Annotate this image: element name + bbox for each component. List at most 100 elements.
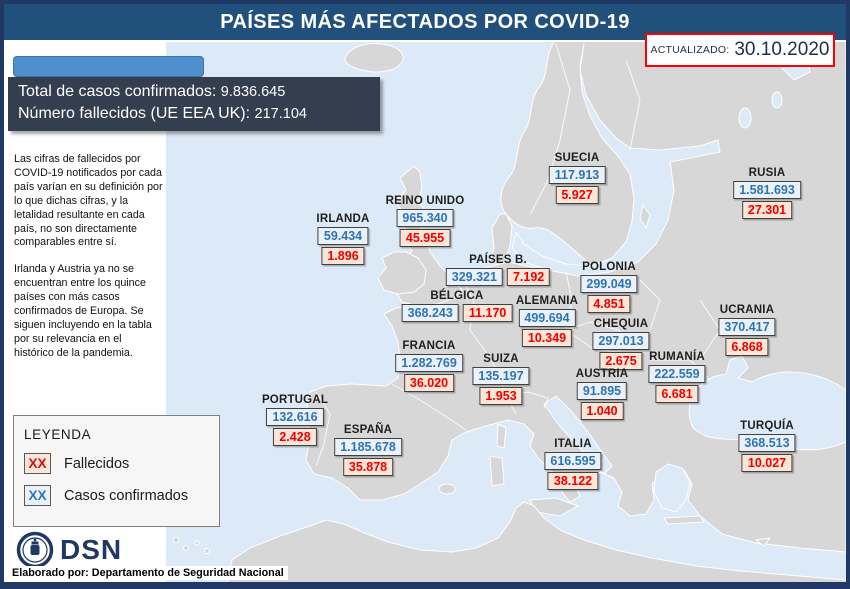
- bottom-navy-bar: [0, 582, 850, 589]
- deaths-box: 36.020: [403, 374, 455, 392]
- land-iceland: [344, 43, 404, 73]
- country-name: IRLANDA: [316, 213, 370, 225]
- confirmed-cases-box: 297.013: [592, 332, 650, 350]
- confirmed-cases-box: 965.340: [396, 209, 454, 227]
- europe-map: [166, 38, 846, 582]
- deaths-box: 10.027: [741, 454, 793, 472]
- country-label-group: ITALIA 616.595 38.122: [544, 438, 602, 490]
- deaths-box: 7.192: [506, 268, 551, 286]
- deaths-box: 1.953: [479, 387, 523, 405]
- deaths-label: Fallecidos: [64, 455, 130, 472]
- credit-text: Elaborado por: Departamento de Seguridad…: [8, 566, 288, 580]
- confirmed-cases-box: 616.595: [544, 452, 602, 470]
- legend-item-deaths: XX Fallecidos: [24, 453, 209, 474]
- value-boxes-row: 329.321 7.192: [445, 268, 551, 286]
- country-label-group: ESPAÑA 1.185.678 35.878: [334, 424, 402, 476]
- total-cases-value: 9.836.645: [220, 84, 286, 100]
- border-portugal: [315, 391, 331, 467]
- dsn-emblem-icon: [16, 531, 54, 569]
- country-name: ESPAÑA: [343, 424, 393, 436]
- updated-date: 30.10.2020: [734, 39, 830, 60]
- deaths-symbol: XX: [24, 453, 51, 474]
- lake-onega: [771, 91, 783, 109]
- value-boxes-row: 368.243 11.170: [401, 304, 513, 322]
- country-label-group: POLONIA 299.049 4.851: [580, 261, 638, 313]
- country-label-group: REINO UNIDO 965.340 45.955: [386, 195, 465, 247]
- border-finland-russia: [625, 59, 641, 151]
- aegean-sea: [653, 463, 691, 513]
- confirmed-cases-box: 329.321: [445, 268, 503, 286]
- confirmed-cases-box: 1.185.678: [334, 438, 402, 456]
- country-label-group: RUMANÍA 222.559 6.681: [648, 351, 706, 403]
- land-island-1: [172, 536, 180, 544]
- dsn-abbr: DSN: [60, 534, 123, 565]
- updated-label: ACTUALIZADO:: [650, 44, 730, 56]
- country-label-group: IRLANDA 59.434 1.896: [316, 213, 369, 265]
- country-name: SUIZA: [483, 353, 519, 365]
- country-label-group: TURQUÍA 368.513 10.027: [738, 420, 796, 472]
- total-deaths-line: Número fallecidos (UE EEA UK): 217.104: [18, 103, 370, 125]
- total-deaths-label: Número fallecidos (UE EEA UK):: [18, 105, 251, 122]
- confirmed-cases-box: 117.913: [548, 166, 606, 184]
- deaths-box: 6.681: [655, 385, 699, 403]
- confirmed-cases-box: 368.513: [738, 434, 796, 452]
- border-pyrenees: [391, 383, 467, 431]
- land-denmark: [489, 213, 513, 263]
- confirmed-cases-box: 499.694: [518, 309, 576, 327]
- confirmed-label: Casos confirmados: [64, 487, 189, 504]
- page-title: PAÍSES MÁS AFECTADOS POR COVID-19: [220, 10, 630, 33]
- country-name: FRANCIA: [402, 340, 456, 352]
- confirmed-cases-box: 370.417: [718, 318, 776, 336]
- confirmed-cases-box: 91.895: [576, 382, 628, 400]
- confirmed-cases-box: 368.243: [401, 304, 459, 322]
- note-paragraph-1: Las cifras de fallecidos por COVID-19 no…: [14, 153, 163, 249]
- confirmed-cases-box: 1.282.769: [395, 354, 463, 372]
- country-name: AUSTRIA: [575, 368, 629, 380]
- land-corsica: [496, 423, 507, 449]
- confirmed-cases-box: 135.197: [472, 367, 530, 385]
- confirmed-cases-box: 222.559: [648, 365, 706, 383]
- land-cyprus: [755, 537, 771, 547]
- total-cases-line: Total de casos confirmados: 9.836.645: [18, 81, 370, 103]
- deaths-box: 4.851: [587, 295, 631, 313]
- country-label-group: SUIZA 135.197 1.953: [472, 353, 530, 405]
- country-label-group: UCRANIA 370.417 6.868: [718, 304, 776, 356]
- confirmed-cases-box: 1.581.693: [733, 181, 801, 199]
- land-sardinia: [489, 455, 505, 487]
- country-name: CHEQUIA: [593, 318, 649, 330]
- country-label-group: CHEQUIA 297.013 2.675: [592, 318, 650, 370]
- confirmed-cases-box: 59.434: [317, 227, 369, 245]
- deaths-box: 2.428: [273, 428, 317, 446]
- legend-title: LEYENDA: [24, 427, 92, 442]
- dsn-logo: DSN: [16, 531, 122, 569]
- land-island-2: [183, 545, 189, 551]
- deaths-box: 2.675: [599, 352, 643, 370]
- land-north-africa: [226, 501, 846, 582]
- country-name: UCRANIA: [719, 304, 775, 316]
- country-label-group: BÉLGICA 368.243 11.170: [401, 290, 513, 322]
- deaths-box: 5.927: [555, 186, 599, 204]
- country-name: ALEMANIA: [515, 295, 579, 307]
- legend-box: LEYENDA XX Fallecidos XX Casos confirmad…: [13, 415, 220, 527]
- deaths-box: 27.301: [741, 201, 793, 219]
- country-name: REINO UNIDO: [385, 195, 465, 207]
- note-paragraph-2: Irlanda y Austria ya no se encuentran en…: [14, 263, 152, 359]
- deaths-box: 35.878: [342, 458, 394, 476]
- country-label-group: RUSIA 1.581.693 27.301: [733, 167, 801, 219]
- deaths-box: 1.896: [321, 247, 365, 265]
- country-label-group: PAÍSES B. 329.321 7.192: [445, 254, 551, 286]
- country-name: TURQUÍA: [740, 420, 794, 432]
- confirmed-cases-box: 132.616: [266, 408, 324, 426]
- confirmed-cases-box: 299.049: [580, 275, 638, 293]
- country-name: PAÍSES B.: [469, 254, 527, 266]
- country-name: RUMANÍA: [649, 351, 705, 363]
- deaths-box: 10.349: [521, 329, 573, 347]
- land-crete: [663, 515, 705, 525]
- total-deaths-value: 217.104: [254, 106, 307, 122]
- blue-accent-bar: [13, 56, 204, 77]
- country-label-group: AUSTRIA 91.895 1.040: [576, 368, 629, 420]
- land-island-3: [194, 540, 200, 546]
- country-name: SUECIA: [554, 152, 600, 164]
- country-name: ITALIA: [554, 438, 592, 450]
